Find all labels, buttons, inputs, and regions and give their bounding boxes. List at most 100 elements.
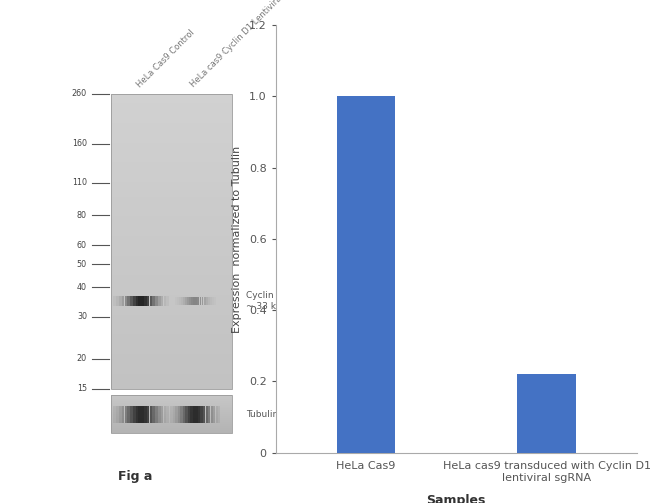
Bar bbox=[111, 349, 231, 354]
Bar bbox=[111, 324, 231, 329]
Bar bbox=[207, 297, 209, 305]
Bar bbox=[111, 236, 231, 241]
Bar bbox=[196, 405, 198, 423]
Bar bbox=[111, 138, 231, 143]
Bar bbox=[111, 374, 231, 379]
Bar bbox=[200, 297, 201, 305]
Bar bbox=[122, 296, 124, 306]
Bar bbox=[164, 405, 166, 423]
Bar bbox=[337, 97, 395, 453]
Bar bbox=[116, 296, 119, 306]
Bar bbox=[179, 297, 181, 305]
Bar bbox=[111, 212, 231, 216]
Text: Fig a: Fig a bbox=[118, 470, 152, 483]
Bar bbox=[144, 296, 147, 306]
Bar bbox=[111, 123, 231, 128]
Bar bbox=[203, 405, 205, 423]
Bar bbox=[111, 426, 231, 428]
Text: HeLa cas9 Cyclin D1 Lentiviral sgRNA: HeLa cas9 Cyclin D1 Lentiviral sgRNA bbox=[189, 0, 307, 90]
Bar bbox=[111, 99, 231, 104]
Bar bbox=[144, 405, 147, 423]
Bar bbox=[119, 405, 122, 423]
Bar bbox=[152, 296, 155, 306]
Bar bbox=[111, 354, 231, 359]
Bar bbox=[170, 405, 173, 423]
Bar bbox=[111, 410, 231, 412]
Bar bbox=[111, 334, 231, 340]
Bar bbox=[111, 128, 231, 133]
Bar bbox=[166, 405, 169, 423]
Bar bbox=[111, 167, 231, 172]
Bar bbox=[111, 424, 231, 426]
Bar bbox=[111, 226, 231, 231]
Bar bbox=[111, 395, 231, 434]
Bar bbox=[138, 296, 141, 306]
Bar bbox=[111, 246, 231, 251]
Bar bbox=[183, 405, 185, 423]
Bar bbox=[141, 405, 144, 423]
Bar bbox=[111, 329, 231, 334]
Bar bbox=[111, 94, 231, 389]
Bar bbox=[138, 405, 141, 423]
Bar bbox=[111, 379, 231, 384]
Bar bbox=[111, 401, 231, 403]
Bar bbox=[111, 432, 231, 434]
Bar bbox=[208, 405, 211, 423]
Text: 110: 110 bbox=[72, 178, 87, 187]
Bar bbox=[212, 297, 214, 305]
Bar bbox=[185, 405, 188, 423]
Bar bbox=[111, 340, 231, 345]
Bar bbox=[111, 428, 231, 430]
Bar bbox=[111, 364, 231, 369]
Bar bbox=[202, 297, 203, 305]
Bar bbox=[111, 187, 231, 192]
Bar bbox=[189, 297, 191, 305]
Bar bbox=[111, 403, 231, 404]
Text: 30: 30 bbox=[77, 312, 87, 321]
Bar bbox=[214, 297, 216, 305]
Bar bbox=[111, 251, 231, 256]
Bar bbox=[111, 369, 231, 374]
Bar bbox=[111, 182, 231, 187]
Text: 50: 50 bbox=[77, 260, 87, 269]
Bar bbox=[111, 197, 231, 202]
Bar bbox=[111, 420, 231, 422]
Bar bbox=[113, 296, 116, 306]
Bar bbox=[198, 297, 200, 305]
Bar bbox=[194, 297, 196, 305]
Bar bbox=[133, 296, 136, 306]
Text: 15: 15 bbox=[77, 384, 87, 393]
Bar bbox=[158, 405, 161, 423]
Bar bbox=[111, 320, 231, 324]
Bar bbox=[188, 405, 190, 423]
Bar bbox=[111, 113, 231, 118]
Bar bbox=[155, 296, 158, 306]
Bar bbox=[111, 416, 231, 418]
Text: HeLa Cas9 Control: HeLa Cas9 Control bbox=[135, 28, 196, 90]
Bar bbox=[181, 297, 183, 305]
Bar bbox=[111, 305, 231, 310]
Bar bbox=[111, 395, 231, 397]
Bar bbox=[166, 296, 169, 306]
Bar bbox=[111, 241, 231, 246]
Bar bbox=[111, 345, 231, 349]
Bar bbox=[191, 297, 193, 305]
Bar bbox=[111, 384, 231, 389]
Bar bbox=[183, 297, 185, 305]
Text: 80: 80 bbox=[77, 211, 87, 220]
Bar bbox=[111, 261, 231, 266]
Bar bbox=[111, 157, 231, 162]
Bar bbox=[111, 300, 231, 305]
Bar bbox=[111, 94, 231, 99]
Bar bbox=[111, 399, 231, 401]
Bar bbox=[193, 405, 196, 423]
Bar bbox=[210, 297, 212, 305]
Bar bbox=[111, 202, 231, 207]
Bar bbox=[111, 412, 231, 414]
Bar bbox=[152, 405, 155, 423]
Bar bbox=[181, 405, 183, 423]
Bar bbox=[111, 216, 231, 221]
Bar bbox=[116, 405, 119, 423]
Bar bbox=[161, 296, 163, 306]
Text: 60: 60 bbox=[77, 241, 87, 249]
